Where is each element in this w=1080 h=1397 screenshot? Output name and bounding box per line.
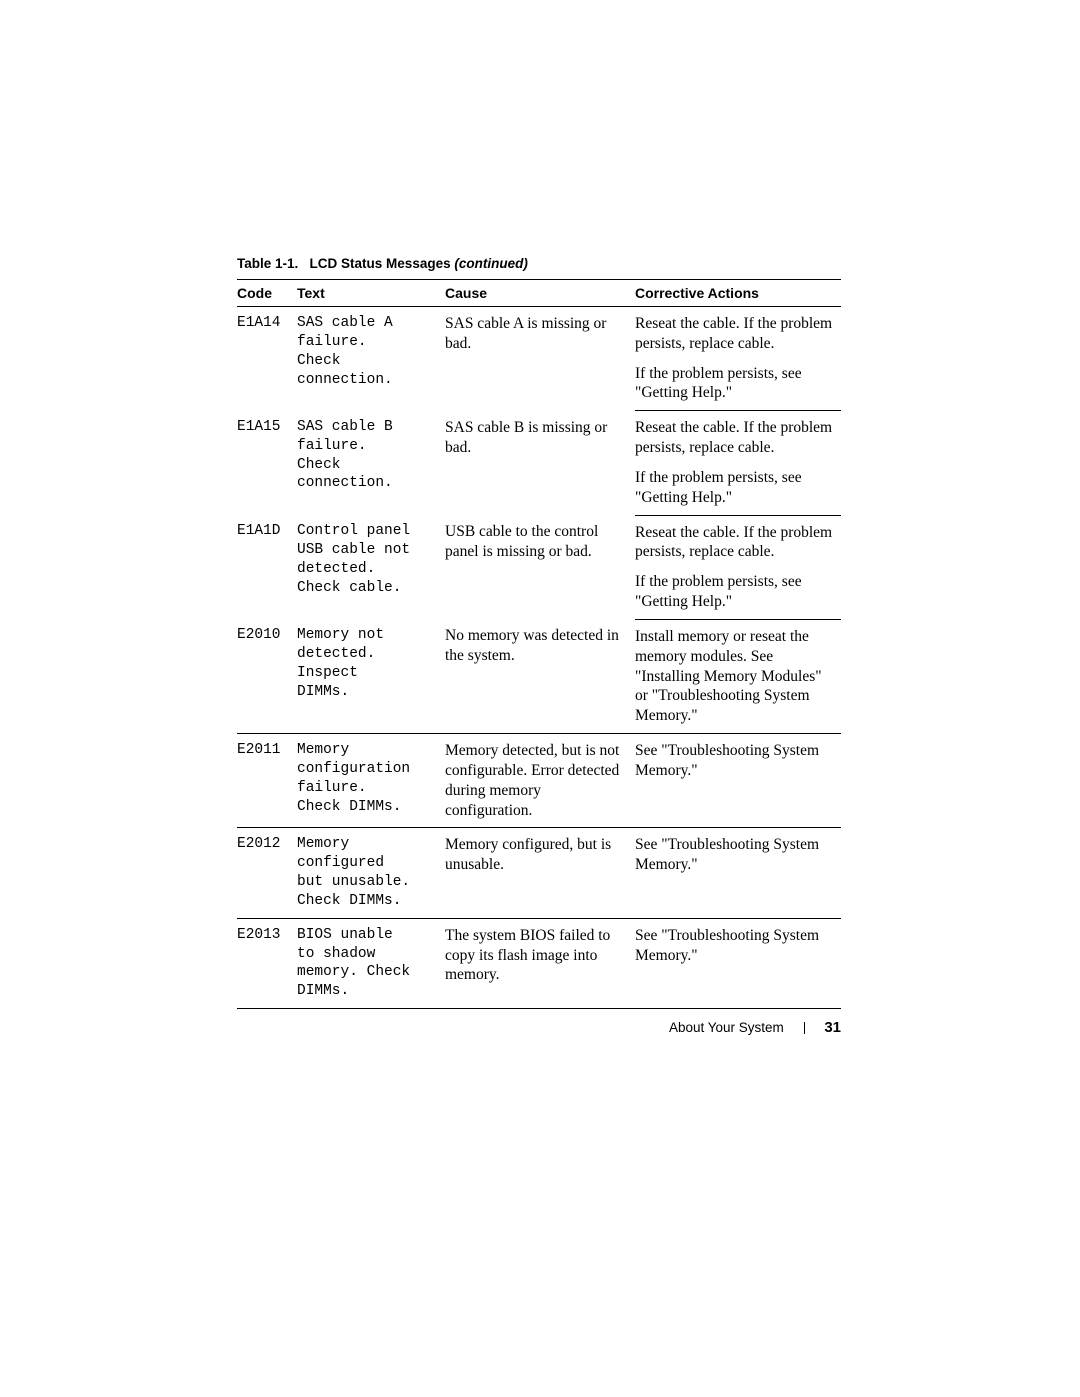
- cell-cause: SAS cable A is missing or bad.: [445, 307, 635, 411]
- caption-continued: (continued): [454, 256, 528, 271]
- cell-action: If the problem persists, see "Getting He…: [635, 566, 841, 619]
- cell-text: SAS cable A failure. Check connection.: [297, 307, 445, 411]
- table-row: E2012 Memory configured but unusable. Ch…: [237, 828, 841, 918]
- footer-section: About Your System: [669, 1020, 784, 1035]
- cell-code: E1A1D: [237, 515, 297, 619]
- table-row: E2011 Memory configuration failure. Chec…: [237, 734, 841, 828]
- cell-cause: Memory configured, but is unusable.: [445, 828, 635, 918]
- cell-text: Memory configuration failure. Check DIMM…: [297, 734, 445, 828]
- cell-code: E2010: [237, 619, 297, 733]
- col-text: Text: [297, 280, 445, 307]
- cell-action: See "Troubleshooting System Memory.": [635, 734, 841, 828]
- footer-divider: [804, 1022, 805, 1034]
- table-row: E2010 Memory not detected. Inspect DIMMs…: [237, 619, 841, 733]
- cell-action: Reseat the cable. If the problem persist…: [635, 411, 841, 462]
- cell-cause: SAS cable B is missing or bad.: [445, 411, 635, 515]
- cell-action: Reseat the cable. If the problem persist…: [635, 515, 841, 566]
- cell-code: E1A14: [237, 307, 297, 411]
- table-row: E1A1D Control panel USB cable not detect…: [237, 515, 841, 566]
- cell-text: Control panel USB cable not detected. Ch…: [297, 515, 445, 619]
- cell-cause: Memory detected, but is not configurable…: [445, 734, 635, 828]
- col-action: Corrective Actions: [635, 280, 841, 307]
- page-footer: About Your System 31: [237, 1019, 841, 1036]
- cell-code: E1A15: [237, 411, 297, 515]
- cell-text: Memory configured but unusable. Check DI…: [297, 828, 445, 918]
- cell-cause: The system BIOS failed to copy its flash…: [445, 918, 635, 1008]
- table-row: E1A14 SAS cable A failure. Check connect…: [237, 307, 841, 358]
- cell-text: BIOS unable to shadow memory. Check DIMM…: [297, 918, 445, 1008]
- cell-code: E2011: [237, 734, 297, 828]
- cell-action: See "Troubleshooting System Memory.": [635, 828, 841, 918]
- cell-cause: No memory was detected in the system.: [445, 619, 635, 733]
- caption-label: Table 1-1.: [237, 256, 298, 271]
- table-row: E1A15 SAS cable B failure. Check connect…: [237, 411, 841, 462]
- col-cause: Cause: [445, 280, 635, 307]
- footer-page-number: 31: [824, 1019, 841, 1036]
- table-caption: Table 1-1. LCD Status Messages (continue…: [237, 256, 841, 271]
- table-header-row: Code Text Cause Corrective Actions: [237, 280, 841, 307]
- cell-code: E2012: [237, 828, 297, 918]
- cell-action: If the problem persists, see "Getting He…: [635, 358, 841, 411]
- cell-cause: USB cable to the control panel is missin…: [445, 515, 635, 619]
- cell-text: Memory not detected. Inspect DIMMs.: [297, 619, 445, 733]
- caption-title: LCD Status Messages: [310, 256, 451, 271]
- table-row: E2013 BIOS unable to shadow memory. Chec…: [237, 918, 841, 1008]
- cell-text: SAS cable B failure. Check connection.: [297, 411, 445, 515]
- cell-code: E2013: [237, 918, 297, 1008]
- col-code: Code: [237, 280, 297, 307]
- cell-action: Install memory or reseat the memory modu…: [635, 619, 841, 733]
- cell-action: Reseat the cable. If the problem persist…: [635, 307, 841, 358]
- cell-action: See "Troubleshooting System Memory.": [635, 918, 841, 1008]
- cell-action: If the problem persists, see "Getting He…: [635, 462, 841, 515]
- status-messages-table: Code Text Cause Corrective Actions E1A14…: [237, 279, 841, 1009]
